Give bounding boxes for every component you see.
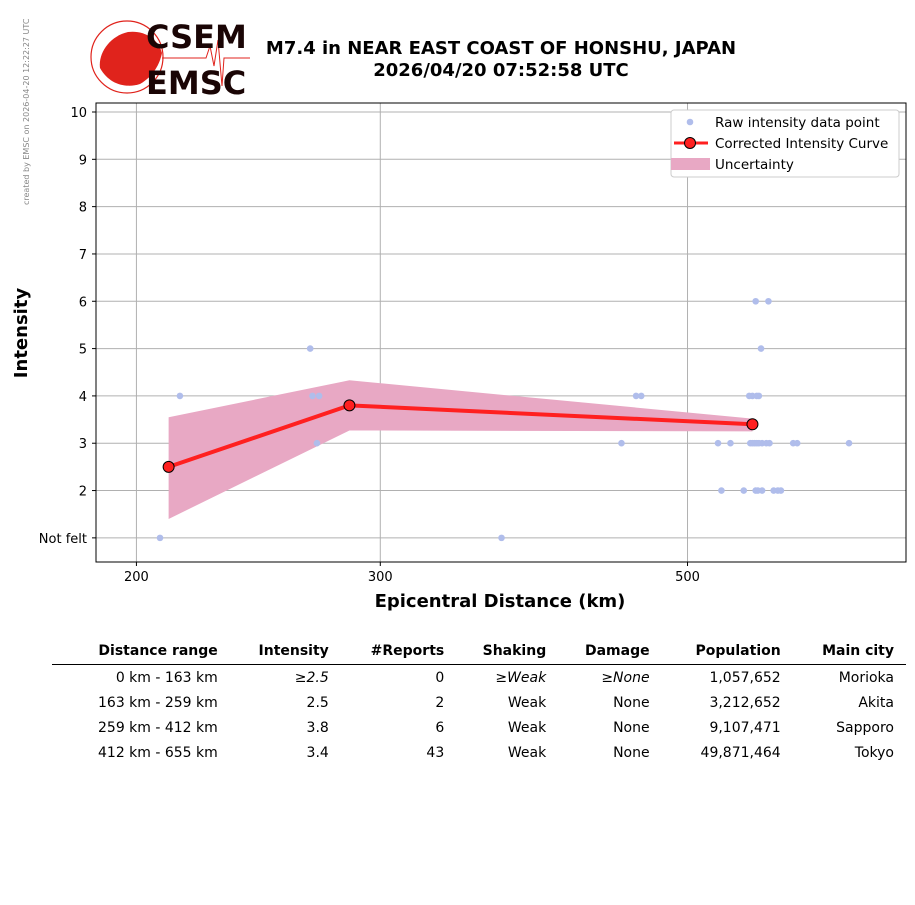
column-header: Intensity [229, 640, 341, 665]
raw-data-point [757, 345, 765, 352]
table-cell: 49,871,464 [700, 744, 781, 761]
table-cell: Sapporo [836, 719, 894, 736]
table-cell: 1,057,652 [709, 669, 781, 686]
table-cell: 163 km - 259 km [98, 694, 218, 711]
curve-point [162, 460, 175, 473]
chart-title: M7.4 in NEAR EAST COAST OF HONSHU, JAPAN [265, 38, 737, 59]
raw-data-point [777, 487, 785, 494]
table-cell: ≥Weak [495, 669, 547, 686]
table-cell: Weak [507, 744, 547, 761]
raw-data-point [498, 534, 505, 542]
x-axis-label: Epicentral Distance (km) [375, 591, 626, 612]
table-cell: 2.5 [306, 694, 329, 711]
raw-data-point [618, 439, 625, 447]
legend-curve-marker [684, 137, 696, 149]
table-cell: Weak [507, 719, 547, 736]
raw-data-point [727, 439, 734, 447]
raw-data-point [632, 392, 640, 400]
table-cell: ≥None [601, 669, 650, 686]
curve-point [343, 399, 356, 412]
raw-data-point [718, 487, 725, 494]
raw-data-point [845, 439, 853, 447]
y-tick-label: 5 [79, 343, 87, 358]
x-tick-label: 500 [675, 570, 700, 585]
raw-data-point [755, 392, 763, 400]
column-header: Distance range [52, 640, 230, 665]
table-cell: None [613, 694, 650, 711]
emsc-logo: CSEM EMSC [90, 18, 250, 98]
y-tick-label: 10 [70, 106, 87, 121]
raw-data-point [156, 534, 164, 542]
table-cell: 0 km - 163 km [115, 669, 218, 686]
legend-raw-marker [686, 118, 694, 126]
y-tick-label: 8 [79, 201, 87, 216]
table-row: 0 km - 163 km ≥2.5 0 ≥Weak ≥None 1,057,652 Mor… [52, 665, 906, 691]
table-cell: 6 [435, 719, 445, 736]
raw-data-point [740, 487, 748, 494]
legend-raw-label: Raw intensity data point [715, 115, 880, 131]
y-tick-label: 7 [79, 248, 87, 263]
logo-bottom-text: EMSC [146, 64, 246, 98]
table-cell: 3.8 [306, 719, 329, 736]
raw-data-point [752, 297, 759, 305]
y-tick-label: 6 [79, 295, 87, 310]
legend-uncertainty-label: Uncertainty [715, 157, 794, 173]
column-header: Shaking [456, 640, 559, 665]
x-tick-label: 300 [368, 570, 393, 585]
raw-data-point [637, 392, 645, 400]
legend: Raw intensity data point Corrected Inten… [670, 109, 900, 178]
x-tick-label: 200 [124, 570, 149, 585]
legend-curve-label: Corrected Intensity Curve [715, 136, 888, 152]
table-cell: 9,107,471 [709, 719, 781, 736]
table-cell: ≥2.5 [294, 669, 329, 686]
curve-point [746, 418, 759, 431]
raw-data-point [793, 439, 801, 447]
table-cell: 259 km - 412 km [98, 719, 218, 736]
intensity-table: Distance range Intensity #Reports Shaking Da… [52, 640, 906, 765]
y-axis-label: Intensity [11, 288, 32, 379]
table-cell: 43 [426, 744, 445, 761]
raw-data-point [176, 392, 184, 400]
legend-uncertainty-swatch [671, 158, 710, 170]
chart-subtitle: 2026/04/20 07:52:58 UTC [373, 60, 629, 81]
uncertainty-band [168, 380, 753, 519]
table-row: 259 km - 412 km 3.8 6 Weak None 9,107,471 Sapp… [52, 715, 906, 740]
table-cell: Akita [858, 694, 894, 711]
table-cell: 412 km - 655 km [98, 744, 218, 761]
column-header: #Reports [340, 640, 457, 665]
raw-data-point [714, 439, 722, 447]
intensity-plot: 200 300 500 Not felt 2 3 4 5 6 7 8 9 10 Epicentral D… [11, 102, 907, 612]
y-tick-label: 2 [79, 485, 87, 500]
raw-data-point [765, 297, 772, 305]
table-cell: 2 [435, 694, 445, 711]
table-cell: None [613, 744, 650, 761]
table-cell: Tokyo [854, 744, 894, 761]
raw-data-point [313, 439, 321, 447]
column-header: Damage [558, 640, 662, 665]
y-tick-label: 3 [79, 437, 87, 452]
y-tick-label: 9 [79, 153, 87, 168]
column-header: Population [661, 640, 793, 665]
y-tick-label: 4 [79, 390, 87, 405]
raw-data-point [309, 392, 316, 400]
raw-data-point [758, 487, 766, 494]
raw-data-point [766, 439, 773, 447]
column-header: Main city [792, 640, 906, 665]
y-tick-label: Not felt [39, 532, 87, 547]
table-cell: 3,212,652 [709, 694, 781, 711]
table-cell: Morioka [838, 669, 894, 686]
logo-top-text: CSEM [146, 18, 247, 56]
table-cell: 0 [435, 669, 445, 686]
raw-data-point [306, 345, 314, 352]
table-cell: Weak [507, 694, 547, 711]
table-row: 163 km - 259 km 2.5 2 Weak None 3,212,652 Akit… [52, 690, 906, 715]
table-cell: None [613, 719, 650, 736]
table-row: 412 km - 655 km 3.4 43 Weak None 49,871,464 To… [52, 740, 906, 765]
table-cell: 3.4 [306, 744, 329, 761]
raw-data-point [315, 392, 323, 400]
